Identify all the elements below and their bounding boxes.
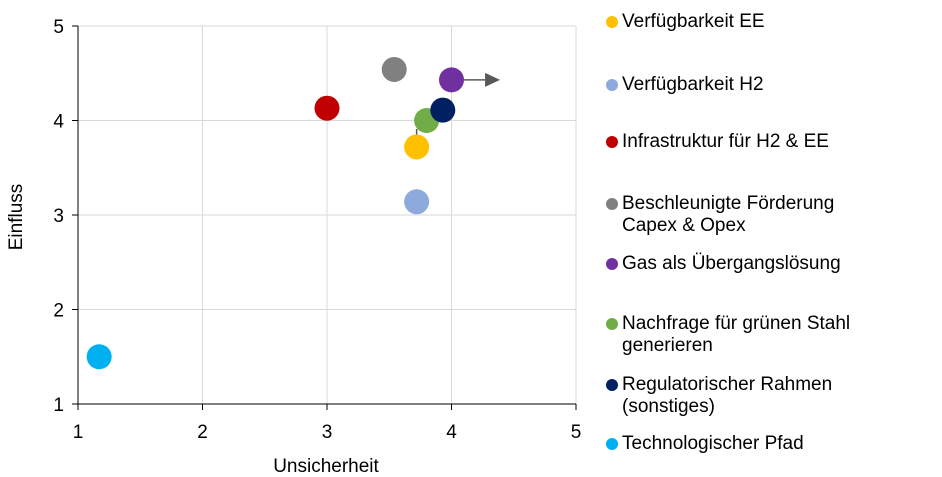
legend-label: Verfügbarkeit H2 <box>622 74 764 95</box>
x-axis-label: Unsicherheit <box>273 456 379 477</box>
legend-marker <box>606 318 618 330</box>
data-point <box>404 189 430 215</box>
legend-marker <box>606 438 618 450</box>
x-tick-label: 4 <box>446 422 457 443</box>
legend-marker <box>606 379 618 391</box>
x-tick-label: 2 <box>197 422 208 443</box>
legend-item: Infrastruktur für H2 & EE <box>606 131 829 153</box>
arrow-head <box>485 72 501 87</box>
data-point <box>314 95 340 121</box>
legend-item: Nachfrage für grünen Stahl generieren <box>606 313 850 357</box>
legend-marker <box>606 79 618 91</box>
axes <box>72 25 577 410</box>
y-tick-label: 3 <box>53 206 64 227</box>
x-tick-label: 3 <box>322 422 333 443</box>
y-tick-label: 2 <box>53 301 64 322</box>
legend-label: Beschleunigte Förderung Capex & Opex <box>622 193 835 236</box>
tick-labels: 1 2 3 4 5 1 2 3 4 5 <box>53 17 581 443</box>
data-point <box>439 67 464 93</box>
y-axis-label: Einfluss <box>6 184 27 251</box>
data-point <box>381 56 407 82</box>
legend-marker <box>606 198 618 210</box>
x-tick-label: 5 <box>571 422 582 443</box>
legend-item: Verfügbarkeit EE <box>606 11 765 33</box>
legend-label: Gas als Übergangslösung <box>622 253 841 274</box>
legend-marker <box>606 16 618 28</box>
legend-label: Nachfrage für grünen Stahl generieren <box>622 313 851 356</box>
legend-marker <box>606 258 618 270</box>
legend-item: Beschleunigte Förderung Capex & Opex <box>606 193 834 237</box>
data-point <box>404 134 430 160</box>
legend: Verfügbarkeit EE Verfügbarkeit H2 Infrast… <box>606 0 942 477</box>
legend-item: Gas als Übergangslösung <box>606 253 841 275</box>
data-points <box>86 56 464 370</box>
legend-item: Verfügbarkeit H2 <box>606 74 764 96</box>
legend-item: Technologischer Pfad <box>606 433 804 455</box>
legend-label: Verfügbarkeit EE <box>622 11 765 32</box>
legend-label: Regulatorischer Rahmen (sonstiges) <box>622 374 833 417</box>
legend-marker <box>606 136 618 148</box>
grid-lines <box>78 25 577 404</box>
y-tick-label: 5 <box>53 17 64 38</box>
legend-label: Technologischer Pfad <box>622 433 804 454</box>
scatter-chart: 1 2 3 4 5 1 2 3 4 5 Unsicherheit Einfluss <box>6 17 581 477</box>
y-tick-label: 1 <box>53 395 64 416</box>
x-tick-label: 1 <box>73 422 84 443</box>
y-tick-label: 4 <box>53 112 64 133</box>
data-point <box>430 97 456 123</box>
legend-item: Regulatorischer Rahmen (sonstiges) <box>606 374 832 418</box>
data-point <box>86 344 112 370</box>
legend-label: Infrastruktur für H2 & EE <box>622 131 829 152</box>
